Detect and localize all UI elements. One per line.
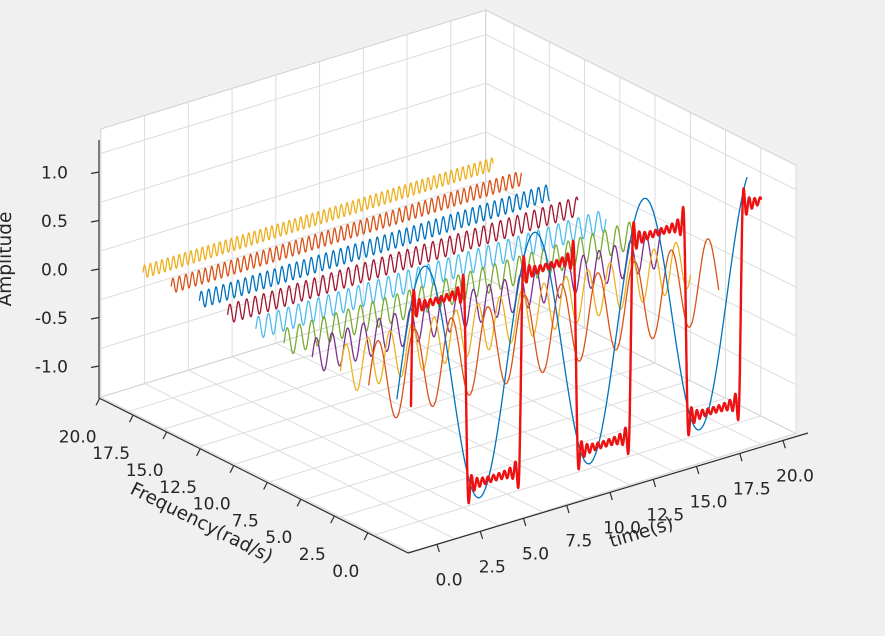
axis-ruler-group: [90, 140, 809, 554]
y-tick-label: 0.0: [332, 562, 359, 582]
series-sin-3t-: [368, 238, 720, 419]
y-tick-mark: [162, 431, 168, 440]
y-tick-label: 12.5: [159, 478, 197, 498]
grid-line-floor-f: [305, 380, 691, 500]
y-tick-label: 20.0: [59, 427, 97, 447]
grid-line-wall-z-left: [100, 180, 486, 301]
z-tick-label: 1.0: [41, 164, 68, 184]
series-sin-17t-: [170, 171, 522, 293]
x-tick-mark: [782, 440, 786, 449]
grid-line-wall-z-right: [485, 229, 797, 386]
z-tick-mark: [90, 316, 100, 320]
x-tick-label: 17.5: [733, 479, 771, 499]
grid-line-floor-f: [269, 362, 656, 483]
grid-line-floor-f: [340, 397, 726, 518]
grid-line-wall-z-left: [100, 82, 486, 203]
x-tick-label: 0.0: [435, 570, 462, 590]
grid-line-floor-t: [144, 383, 456, 540]
z-tick-label: 0.5: [41, 212, 68, 232]
y-tick-mark: [196, 448, 201, 457]
x-tick-mark: [695, 466, 700, 475]
y-tick-label: 15.0: [126, 461, 164, 481]
y-axis-line: [98, 397, 409, 554]
x-tick-mark: [652, 479, 657, 488]
grid-line-wall-z-left: [100, 34, 486, 154]
grid-line-wall-z-left: [100, 131, 486, 252]
z-tick-mark: [90, 171, 100, 175]
x-tick-mark: [479, 531, 484, 540]
y-tick-mark: [363, 532, 369, 541]
grid-line-floor-t: [450, 288, 762, 445]
grid-line-wall-z-right: [485, 180, 797, 337]
x-axis-line: [407, 432, 809, 554]
grid-line-floor-t: [188, 369, 499, 526]
x-tick-label: 20.0: [776, 467, 814, 487]
y-tick-label: 5.0: [265, 528, 292, 548]
y-tick-mark: [296, 498, 302, 507]
grid-line-floor-f: [128, 291, 515, 412]
x-tick-mark: [739, 453, 743, 462]
grid-line-floor-t: [100, 396, 412, 553]
series-group: [142, 157, 763, 505]
grid-line-wall-z-left: [100, 229, 486, 349]
y-tick-label: 10.0: [193, 495, 231, 515]
z-tick-mark: [90, 268, 100, 272]
z-axis-title: Amplitude: [0, 212, 16, 307]
x-tick-mark: [566, 505, 570, 514]
grid-line-floor-t: [275, 342, 587, 499]
x-tick-label: 2.5: [479, 557, 506, 577]
series-sin-15t-: [198, 184, 551, 308]
grid-group: [100, 21, 797, 553]
y-tick-label: 2.5: [299, 545, 326, 565]
series-sin-13t-: [227, 196, 579, 323]
y-tick-label: 7.5: [232, 511, 259, 531]
y-tick-mark: [95, 398, 101, 406]
series-square-wave-partial-sum: [409, 187, 763, 505]
x-tick-label: 10.0: [603, 518, 641, 538]
grid-line-floor-f: [164, 309, 550, 430]
grid-line-floor-f: [234, 344, 620, 465]
y-tick-mark: [229, 465, 235, 473]
y-tick-mark: [330, 515, 335, 524]
x-tick-label: 15.0: [690, 492, 728, 512]
z-tick-label: -1.0: [35, 358, 68, 378]
grid-line-wall-z-right: [485, 131, 797, 288]
tick-label-group: 0.02.55.07.510.012.515.017.520.00.02.55.…: [35, 164, 814, 591]
y-tick-label: 17.5: [92, 444, 130, 464]
x-tick-mark: [522, 518, 527, 527]
x-tick-mark: [609, 492, 613, 501]
z-tick-label: 0.0: [41, 261, 68, 281]
y-tick-mark: [128, 414, 134, 423]
grid-line-wall-z-right: [485, 82, 797, 239]
series-sin-11t-: [255, 210, 607, 339]
series-sin-7t-: [311, 230, 663, 372]
grid-line-floor-t: [231, 356, 543, 513]
x-tick-label: 7.5: [565, 531, 592, 551]
grid-line-wall-z-right: [485, 34, 797, 191]
x-tick-mark: [436, 544, 440, 553]
series-sin-19t-: [142, 157, 494, 278]
grid-line-floor-f: [375, 415, 761, 536]
x-tick-label: 12.5: [646, 505, 684, 525]
series-sin-9t-: [283, 221, 635, 355]
z-tick-mark: [90, 219, 100, 223]
x-tick-label: 5.0: [522, 544, 549, 564]
grid-line-floor-t: [406, 302, 718, 459]
z-tick-mark: [90, 365, 100, 369]
y-tick-mark: [263, 482, 268, 490]
z-tick-label: -0.5: [35, 309, 68, 329]
